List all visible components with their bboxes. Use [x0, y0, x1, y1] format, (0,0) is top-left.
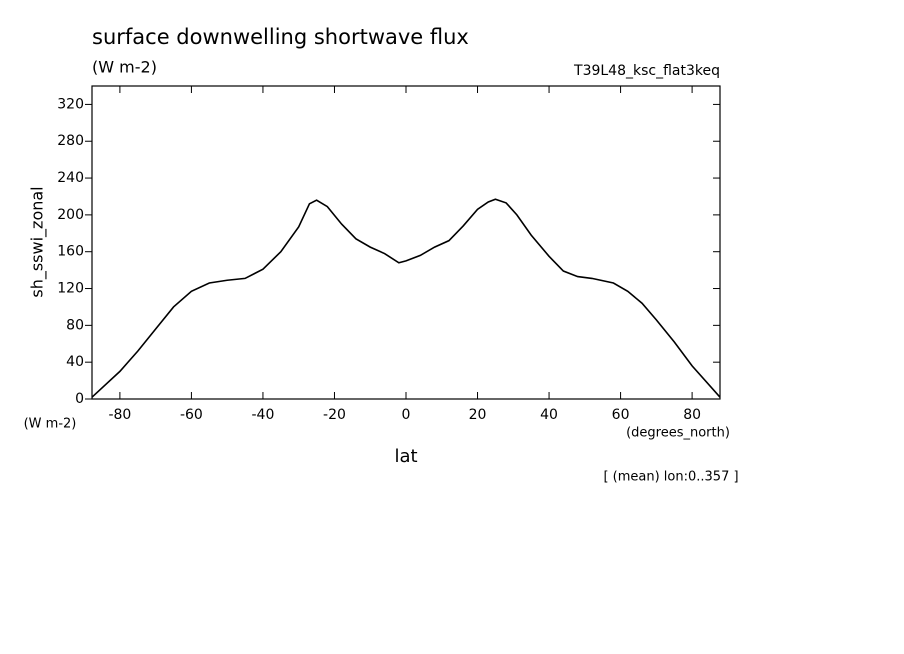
- annotation: [ (mean) lon:0..357 ]: [603, 470, 738, 485]
- x-tick-label: -60: [180, 407, 203, 423]
- x-tick-label: 80: [683, 407, 701, 423]
- x-tick-label: -80: [108, 407, 131, 423]
- y-tick-label: 160: [57, 244, 84, 260]
- y-tick-label: 120: [57, 281, 84, 297]
- x-axis-label: lat: [394, 446, 417, 467]
- y-tick-label: 0: [75, 391, 84, 407]
- y-axis-label: sh_sswi_zonal: [28, 186, 48, 297]
- dataset-label: T39L48_ksc_flat3keq: [573, 63, 720, 79]
- x-tick-label: -40: [252, 407, 275, 423]
- chart-title: surface downwelling shortwave flux: [92, 25, 469, 49]
- y-tick-label: 240: [57, 170, 84, 186]
- x-tick-label: 20: [469, 407, 487, 423]
- y-tick-label: 200: [57, 207, 84, 223]
- x-tick-label: -20: [323, 407, 346, 423]
- x-tick-label: 0: [402, 407, 411, 423]
- chart-subtitle: (W m-2): [92, 58, 157, 77]
- y-tick-label: 80: [66, 317, 84, 333]
- y-units: (W m-2): [24, 417, 77, 432]
- x-units: (degrees_north): [626, 426, 730, 441]
- data-line: [91, 198, 721, 398]
- y-tick-label: 40: [66, 354, 84, 370]
- x-tick-label: 60: [612, 407, 630, 423]
- y-tick-label: 320: [57, 96, 84, 112]
- y-tick-label: 280: [57, 133, 84, 149]
- x-tick-label: 40: [540, 407, 558, 423]
